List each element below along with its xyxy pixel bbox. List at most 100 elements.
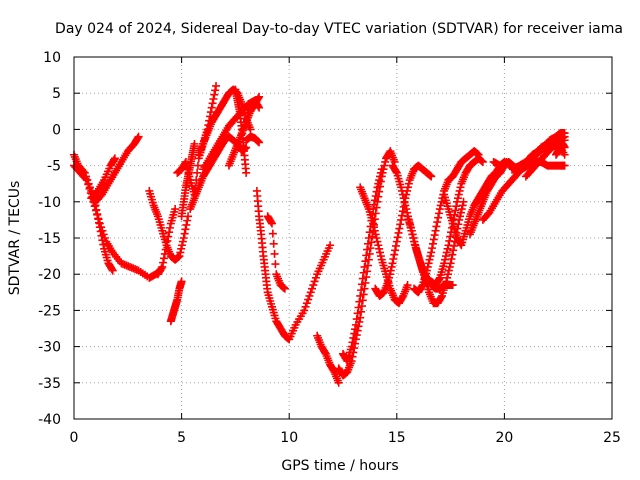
data-point bbox=[91, 206, 100, 215]
data-point bbox=[401, 201, 410, 210]
plot-frame bbox=[73, 56, 613, 420]
data-point bbox=[399, 194, 408, 203]
data-point bbox=[100, 234, 109, 242]
data-point bbox=[90, 202, 99, 211]
data-point bbox=[305, 291, 314, 300]
data-point bbox=[320, 348, 329, 357]
data-point bbox=[179, 234, 188, 242]
data-point bbox=[183, 216, 192, 225]
data-point bbox=[355, 297, 364, 306]
data-point bbox=[443, 244, 452, 253]
data-point bbox=[373, 237, 382, 246]
data-point bbox=[376, 172, 385, 181]
data-point bbox=[427, 172, 436, 181]
y-tick-label: -5 bbox=[47, 159, 61, 175]
y-tick-label: 10 bbox=[43, 50, 61, 66]
data-point bbox=[254, 137, 263, 146]
data-point bbox=[372, 187, 381, 196]
data-point bbox=[376, 248, 385, 257]
data-point bbox=[161, 245, 170, 254]
data-point bbox=[107, 265, 116, 274]
y-tick-label: -40 bbox=[38, 412, 61, 428]
data-point bbox=[478, 157, 487, 166]
axis-ticks bbox=[73, 56, 613, 420]
data-point bbox=[389, 254, 398, 263]
data-point bbox=[246, 125, 255, 134]
data-point bbox=[253, 136, 262, 145]
series-track-16 bbox=[252, 186, 335, 344]
data-point bbox=[402, 205, 411, 214]
data-point bbox=[108, 266, 117, 275]
data-point bbox=[397, 183, 406, 192]
x-axis-label: GPS time / hours bbox=[281, 458, 398, 474]
data-point bbox=[97, 223, 106, 232]
data-point bbox=[432, 222, 441, 231]
data-point bbox=[395, 224, 404, 233]
data-point bbox=[370, 226, 379, 235]
series-track-15 bbox=[242, 132, 264, 147]
data-point bbox=[206, 108, 215, 117]
data-point bbox=[163, 236, 172, 245]
data-points bbox=[70, 81, 569, 387]
y-axis-label: SDTVAR / TECUs bbox=[7, 181, 23, 296]
data-point bbox=[356, 291, 365, 300]
data-point bbox=[398, 190, 407, 199]
data-point bbox=[373, 183, 382, 192]
data-point bbox=[430, 231, 439, 240]
data-point bbox=[451, 206, 460, 215]
data-point bbox=[164, 232, 173, 241]
data-point bbox=[357, 286, 366, 295]
data-point bbox=[391, 246, 400, 255]
data-point bbox=[352, 315, 361, 324]
data-point bbox=[84, 180, 93, 189]
y-tick-label: -20 bbox=[38, 267, 61, 283]
data-point bbox=[377, 165, 386, 174]
data-point bbox=[357, 280, 366, 289]
data-point bbox=[99, 230, 108, 239]
data-point bbox=[300, 306, 309, 315]
data-point bbox=[159, 254, 168, 263]
data-point bbox=[171, 205, 180, 214]
data-point bbox=[304, 295, 313, 304]
data-point bbox=[453, 194, 462, 203]
data-point bbox=[362, 251, 371, 260]
data-point bbox=[440, 259, 449, 268]
y-tick-label: -10 bbox=[38, 195, 61, 211]
data-point bbox=[390, 250, 399, 259]
x-tick-label: 20 bbox=[495, 430, 513, 446]
data-point bbox=[394, 228, 403, 237]
data-point bbox=[350, 329, 359, 338]
data-point bbox=[407, 226, 416, 235]
data-point bbox=[175, 252, 184, 261]
data-point bbox=[351, 320, 360, 329]
x-tick-label: 25 bbox=[603, 430, 621, 446]
data-point bbox=[381, 157, 390, 166]
data-point bbox=[94, 215, 103, 224]
data-point bbox=[270, 249, 279, 258]
data-point bbox=[359, 268, 368, 277]
data-point bbox=[361, 257, 370, 266]
data-point bbox=[347, 342, 356, 351]
data-point bbox=[177, 277, 186, 286]
data-point bbox=[309, 281, 318, 290]
data-point bbox=[134, 132, 143, 141]
data-point bbox=[429, 235, 438, 244]
data-point bbox=[560, 143, 569, 152]
data-point bbox=[268, 229, 277, 238]
data-point bbox=[457, 205, 466, 214]
data-point bbox=[360, 262, 369, 271]
data-point bbox=[301, 302, 310, 311]
series-track-34 bbox=[552, 139, 569, 159]
series-track-17 bbox=[263, 212, 289, 293]
data-point bbox=[162, 241, 171, 250]
data-point bbox=[159, 258, 168, 267]
series-track-22 bbox=[371, 161, 436, 300]
series-track-03 bbox=[91, 132, 143, 206]
data-point bbox=[334, 378, 343, 387]
data-point bbox=[453, 197, 462, 206]
data-point bbox=[393, 233, 402, 242]
data-point bbox=[411, 241, 420, 250]
data-point bbox=[444, 270, 453, 279]
data-point bbox=[110, 154, 119, 163]
data-point bbox=[441, 252, 450, 261]
